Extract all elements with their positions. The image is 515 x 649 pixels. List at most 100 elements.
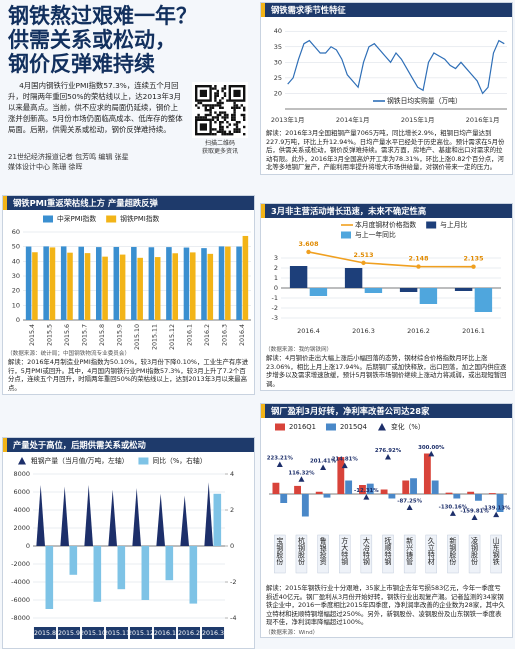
qr-cell (214, 99, 217, 102)
qr-cell (214, 94, 217, 97)
y-tick-label: 50 (12, 243, 20, 251)
bar (337, 457, 345, 494)
qr-cell (243, 109, 246, 112)
qr-cell (216, 104, 219, 107)
x-tick-label: 2016.4 (297, 327, 320, 335)
bar (49, 247, 56, 320)
qr-cell (223, 116, 227, 119)
x-label-box (129, 627, 153, 639)
qr-cell (235, 121, 239, 124)
bar (388, 494, 396, 499)
x-tick-label: 2016.3 (222, 324, 229, 346)
legend-swatch (341, 231, 351, 239)
qr-cell (221, 89, 224, 93)
qr-cell (221, 116, 224, 119)
x-tick-label: 2015.4 (29, 324, 36, 346)
qr-code[interactable] (192, 82, 248, 138)
bar (315, 491, 323, 494)
title-line: 钢价反弹难持续 (8, 52, 155, 76)
qr-cell (219, 128, 222, 131)
qr-cell (209, 111, 212, 114)
marker (341, 462, 348, 469)
x-label-box (57, 627, 81, 639)
qr-cell (204, 116, 207, 119)
qr-cell (223, 130, 227, 133)
qr-cell (235, 106, 239, 109)
bar (410, 478, 417, 494)
x-tick-label: 2015.9 (116, 324, 123, 346)
y-tick-label: 30 (12, 272, 20, 280)
bar (156, 493, 165, 546)
qr-cell (243, 125, 246, 129)
y-tick-label: 2 (274, 264, 278, 272)
qr-cell (238, 106, 241, 109)
y-tick-label: -2 (272, 304, 278, 312)
qr-cell (202, 116, 205, 119)
marker (276, 461, 283, 467)
qr-cell (214, 128, 217, 131)
qr-cell (231, 106, 234, 109)
qr-cell (221, 111, 224, 114)
x-tick-label: 山东钢铁 (492, 536, 500, 566)
title-line: 供需关系或松动， (8, 28, 176, 52)
qr-cell (209, 109, 212, 112)
point (416, 264, 421, 269)
qr-finder-core (199, 123, 207, 131)
data-label: 214.81% (332, 457, 359, 463)
panel: 3月非主营活动增长迅速，未来不确定性高 -3 -2 -1 0 1 2 3 2016.4 2016… (260, 203, 513, 392)
bar (399, 288, 418, 292)
y-tick-label: 20 (274, 89, 282, 97)
bar (60, 246, 67, 320)
qr-cell (223, 118, 227, 121)
title-line: 钢铁熬过艰难一年？ (8, 4, 197, 28)
y-tick-label: -3 (272, 314, 278, 322)
x-label-box (177, 627, 201, 639)
y-tick-label: 2000 (13, 524, 30, 532)
x-tick-label: 2015.8 (99, 324, 106, 346)
qr-cell (238, 128, 241, 131)
chart: -3 -2 -1 0 1 2 3 2016.4 2016.3 2016.2 2016.1 3.608 2… (272, 220, 501, 335)
qr-cell (235, 128, 239, 131)
bar (148, 247, 155, 320)
qr-cell (207, 109, 210, 112)
data-label: -159.81% (460, 509, 489, 515)
qr-cell (219, 99, 222, 102)
qr-cell (226, 113, 229, 117)
bar (380, 489, 388, 494)
bar (366, 483, 374, 494)
legend-swatch (106, 215, 117, 223)
x-tick-label: 2015.9 (58, 630, 80, 637)
qr-cell (216, 130, 219, 133)
x-tick-label: 杭钢股份 (297, 536, 305, 566)
note: 解读：2016年4月制造业PMI指数为50.10%，较3月份下降0.10%，工业… (8, 358, 249, 392)
qr-cell (197, 101, 200, 105)
legend-label: 中采PMI指数 (57, 214, 96, 223)
line (287, 39, 505, 95)
y2-tick-label: 2 (230, 506, 234, 514)
qr-caption: 扫描二维码 获取更多资讯 (186, 140, 254, 156)
qr-cell (214, 97, 217, 100)
bar (25, 246, 32, 320)
source: （数据来源：统计局；中国钢铁物流专业委员会） (7, 351, 131, 357)
qr-cell (216, 118, 219, 121)
x-label-box (425, 534, 437, 574)
legend-swatch (275, 423, 285, 431)
qr-cell (207, 104, 210, 107)
qr-cell (219, 123, 222, 126)
qr-cell (233, 118, 236, 121)
y-tick-label: 1 (274, 274, 278, 282)
y-tick-label: -2000 (11, 560, 30, 568)
y2-tick-label: -4 (230, 614, 236, 622)
y-tick-label: 0 (16, 316, 20, 324)
qr-cell (219, 101, 222, 105)
data-label: -139.13% (482, 506, 511, 512)
bar (445, 492, 453, 494)
bar (204, 482, 213, 546)
legend-swatch (18, 457, 26, 465)
qr-cell (233, 111, 236, 114)
qr-cell (221, 97, 224, 100)
x-label-box (403, 534, 416, 574)
qr-cell (204, 106, 207, 109)
qr-cell (221, 125, 224, 129)
qr-cell (197, 116, 200, 119)
